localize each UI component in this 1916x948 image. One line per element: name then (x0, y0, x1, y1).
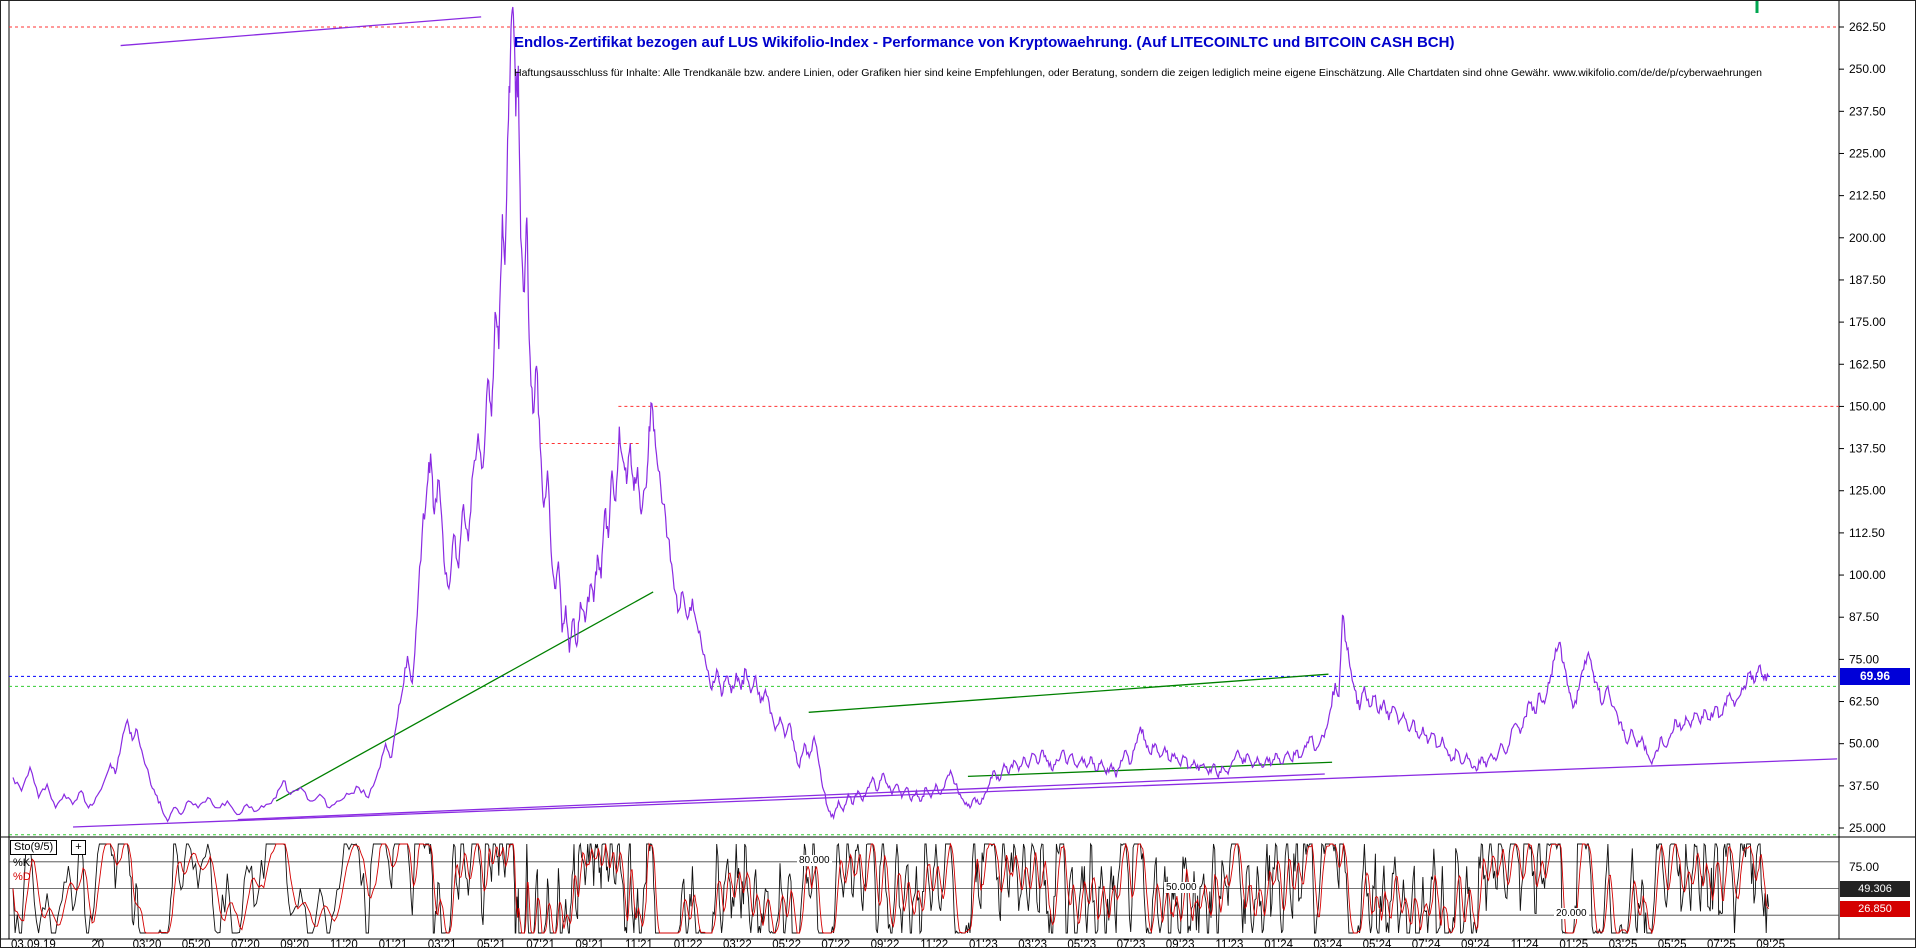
lower-support-long-purple (73, 758, 1838, 828)
x-axis-label: 11.23 (1215, 939, 1243, 948)
x-axis-label: 07.21 (526, 939, 555, 948)
y-axis-label: 262.50 (1849, 20, 1886, 34)
stoch-level-80-label: 80.000 (797, 855, 832, 866)
x-axis-label: 01.23 (969, 939, 998, 948)
y-axis-label: 62.50 (1849, 695, 1879, 709)
stoch-k-value-badge: 49.306 (1840, 881, 1910, 897)
y-axis-label: 37.50 (1849, 779, 1879, 793)
stoch-d-line (12, 842, 1769, 935)
x-axis-label: 01.25 (1559, 939, 1588, 948)
x-axis-label: 01.21 (379, 939, 408, 948)
lower-support-2-purple (237, 773, 1325, 821)
x-axis-label: 03.22 (723, 939, 752, 948)
y-axis-label: 100.00 (1849, 568, 1886, 582)
x-axis-label: 11.24 (1511, 939, 1540, 948)
x-axis-label: 09.23 (1166, 939, 1195, 948)
x-axis-label: 05.21 (477, 939, 506, 948)
green-trend-2020-2021 (275, 591, 654, 802)
y-axis-label: 50.00 (1849, 737, 1879, 751)
x-axis-label: 01.24 (1264, 939, 1293, 948)
x-axis-label: 05.20 (182, 939, 211, 948)
x-axis-label: 03.24 (1313, 939, 1342, 948)
x-axis-label: 20 (91, 939, 104, 948)
x-axis-label: 11.21 (625, 939, 653, 948)
stoch-axis-label: 75.00 (1849, 860, 1880, 874)
stoch-level-50-label: 50.000 (1164, 882, 1199, 893)
stoch-k-label: %K (13, 857, 31, 869)
y-axis-label: 87.50 (1849, 610, 1879, 624)
x-axis-label: 03.09.19 (11, 939, 56, 948)
stoch-d-label: %D (13, 871, 31, 883)
x-axis-label: 05.24 (1363, 939, 1392, 948)
x-axis-label: 03.20 (133, 939, 162, 948)
y-axis-label: 250.00 (1849, 62, 1886, 76)
chart-title: Endlos-Zertifikat bezogen auf LUS Wikifo… (514, 34, 1455, 51)
upper-channel-purple (120, 16, 482, 47)
y-axis-label: 112.50 (1849, 526, 1885, 540)
add-indicator-button[interactable]: + (71, 840, 86, 855)
x-axis-label: 09.25 (1756, 939, 1785, 948)
x-axis-label: 03.25 (1609, 939, 1638, 948)
green-trend-lower-2022-2024 (967, 761, 1333, 778)
x-axis-label: 09.21 (575, 939, 604, 948)
x-axis-label: 09.20 (280, 939, 309, 948)
y-axis-label: 237.50 (1849, 104, 1886, 118)
y-axis-label: 150.00 (1849, 399, 1886, 413)
x-axis-label: 03.23 (1018, 939, 1047, 948)
x-axis-label: 05.22 (772, 939, 801, 948)
x-axis-label: 05.23 (1067, 939, 1096, 948)
y-axis-label: 200.00 (1849, 231, 1886, 245)
x-axis-label: 09.24 (1461, 939, 1490, 948)
chart-disclaimer: Haftungsausschluss für Inhalte: Alle Tre… (514, 67, 1762, 79)
x-axis-label: 01.22 (674, 939, 703, 948)
x-axis-label: 09.22 (871, 939, 900, 948)
stoch-indicator-label[interactable]: Sto(9/5) (10, 840, 58, 855)
last-price-badge: 69.96 (1840, 668, 1910, 685)
stoch-k-line (12, 842, 1770, 935)
price-line (12, 6, 1770, 823)
y-axis-label: 75.00 (1849, 652, 1879, 666)
x-axis-label: 07.22 (821, 939, 850, 948)
x-axis-label: 11.20 (330, 939, 358, 948)
stoch-d-value-badge: 26.850 (1840, 901, 1910, 917)
green-trend-upper-2022-2024 (808, 673, 1329, 713)
stoch-level-20-label: 20.000 (1554, 908, 1589, 919)
x-axis-label: 05.25 (1658, 939, 1687, 948)
y-axis-label: 125.00 (1849, 484, 1886, 498)
y-axis-label: 162.50 (1849, 357, 1886, 371)
y-axis-label: 212.50 (1849, 189, 1886, 203)
x-axis-label: 07.20 (231, 939, 260, 948)
x-axis-label: 07.25 (1707, 939, 1736, 948)
y-axis-label: 175.00 (1849, 315, 1886, 329)
x-axis-label: 07.23 (1117, 939, 1146, 948)
x-axis-label: 07.24 (1412, 939, 1441, 948)
y-axis-label: 225.00 (1849, 146, 1886, 160)
y-axis-label: 137.50 (1849, 442, 1886, 456)
y-axis-label: 25.000 (1849, 821, 1886, 835)
x-axis-label: 11.22 (920, 939, 948, 948)
x-axis-label: 03.21 (428, 939, 457, 948)
y-axis-label: 187.50 (1849, 273, 1886, 287)
